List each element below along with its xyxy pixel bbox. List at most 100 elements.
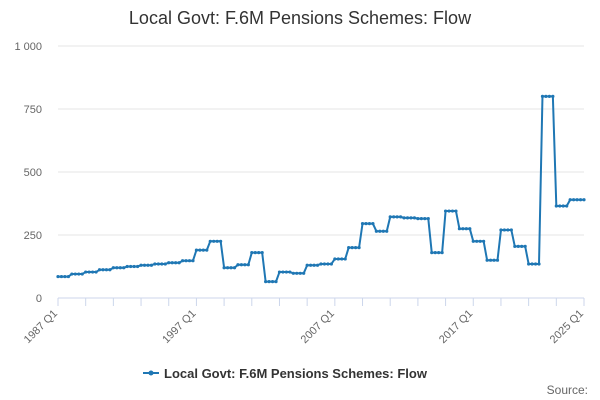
data-point: [409, 216, 413, 220]
data-point: [336, 257, 340, 261]
data-point: [499, 228, 503, 232]
y-axis: 0 250 500 750 1 000: [14, 41, 42, 305]
x-tick-label: 2017 Q1: [437, 308, 475, 346]
y-tick-label: 500: [24, 167, 42, 179]
data-point: [520, 244, 524, 248]
data-point: [347, 246, 351, 250]
legend-label: Local Govt: F.6M Pensions Schemes: Flow: [164, 366, 428, 381]
data-point: [357, 246, 361, 250]
plot-area: [56, 94, 586, 284]
data-point: [260, 251, 264, 255]
data-point: [208, 239, 212, 243]
data-point: [63, 274, 67, 279]
data-point: [423, 217, 427, 221]
data-point: [412, 216, 417, 220]
data-point: [554, 204, 558, 208]
data-point: [302, 271, 306, 275]
data-point: [433, 251, 437, 255]
data-point: [530, 262, 534, 266]
data-point: [426, 217, 430, 221]
data-point: [322, 262, 327, 266]
data-point: [87, 270, 91, 274]
data-point: [471, 239, 475, 243]
data-point: [146, 263, 150, 267]
data-point: [388, 215, 392, 219]
data-point: [139, 263, 143, 267]
data-point: [516, 244, 520, 248]
data-point: [430, 251, 434, 255]
data-point: [246, 263, 250, 267]
data-point: [205, 248, 209, 252]
data-point: [416, 217, 420, 221]
data-point: [66, 274, 70, 279]
y-tick-label: 250: [24, 230, 42, 242]
data-point: [340, 257, 344, 261]
data-point: [163, 262, 167, 266]
data-point: [187, 259, 192, 263]
data-point: [447, 209, 451, 213]
data-point: [582, 198, 586, 202]
data-point: [115, 266, 119, 270]
data-point: [329, 262, 333, 266]
data-point: [132, 264, 136, 269]
data-point: [464, 227, 468, 231]
data-point: [398, 215, 403, 219]
x-axis: 1987 Q1 1997 Q1 2007 Q1 2017 Q1 2025 Q1: [22, 298, 586, 346]
data-point: [457, 227, 462, 231]
data-point: [527, 262, 531, 266]
data-point: [312, 263, 316, 267]
data-point: [295, 271, 299, 275]
source-credit: Source:: [547, 383, 588, 397]
data-point: [77, 272, 81, 276]
data-point: [225, 266, 230, 270]
data-point: [544, 94, 548, 98]
data-point: [70, 272, 74, 276]
data-point: [129, 264, 133, 269]
gridlines: [58, 45, 584, 299]
data-point: [219, 239, 223, 243]
data-point: [59, 274, 64, 279]
data-point: [437, 251, 441, 255]
data-point: [191, 259, 195, 263]
legend[interactable]: Local Govt: F.6M Pensions Schemes: Flow: [143, 366, 428, 381]
data-point: [343, 257, 347, 261]
data-point: [315, 263, 320, 267]
data-point: [354, 246, 358, 250]
data-point: [378, 229, 382, 233]
y-tick-label: 1 000: [14, 41, 42, 53]
data-point: [374, 229, 378, 233]
data-point: [509, 228, 513, 232]
data-point: [551, 94, 555, 98]
data-point: [222, 266, 226, 270]
data-point: [277, 270, 282, 274]
data-point: [160, 262, 164, 266]
data-point: [468, 227, 472, 231]
data-point: [572, 198, 576, 202]
data-point: [122, 266, 126, 270]
data-point: [281, 270, 285, 274]
data-point: [215, 239, 219, 243]
data-point: [298, 271, 302, 275]
data-point: [56, 274, 60, 279]
data-point: [142, 263, 147, 267]
data-point: [253, 251, 257, 255]
data-point: [540, 94, 545, 98]
data-point: [381, 229, 385, 233]
data-point: [440, 251, 444, 255]
data-point: [94, 270, 98, 274]
data-point: [104, 268, 109, 272]
y-tick-label: 0: [36, 293, 42, 305]
data-point: [212, 239, 216, 243]
x-tick-label: 1987 Q1: [22, 308, 60, 346]
data-point: [239, 263, 244, 267]
data-point: [350, 246, 354, 250]
data-point: [561, 204, 565, 208]
data-point: [232, 266, 237, 270]
data-point: [125, 264, 129, 269]
data-point: [201, 248, 205, 252]
data-point: [405, 216, 410, 220]
data-point: [108, 268, 112, 272]
data-point: [578, 198, 583, 202]
data-point: [506, 228, 510, 232]
data-point: [180, 259, 185, 263]
